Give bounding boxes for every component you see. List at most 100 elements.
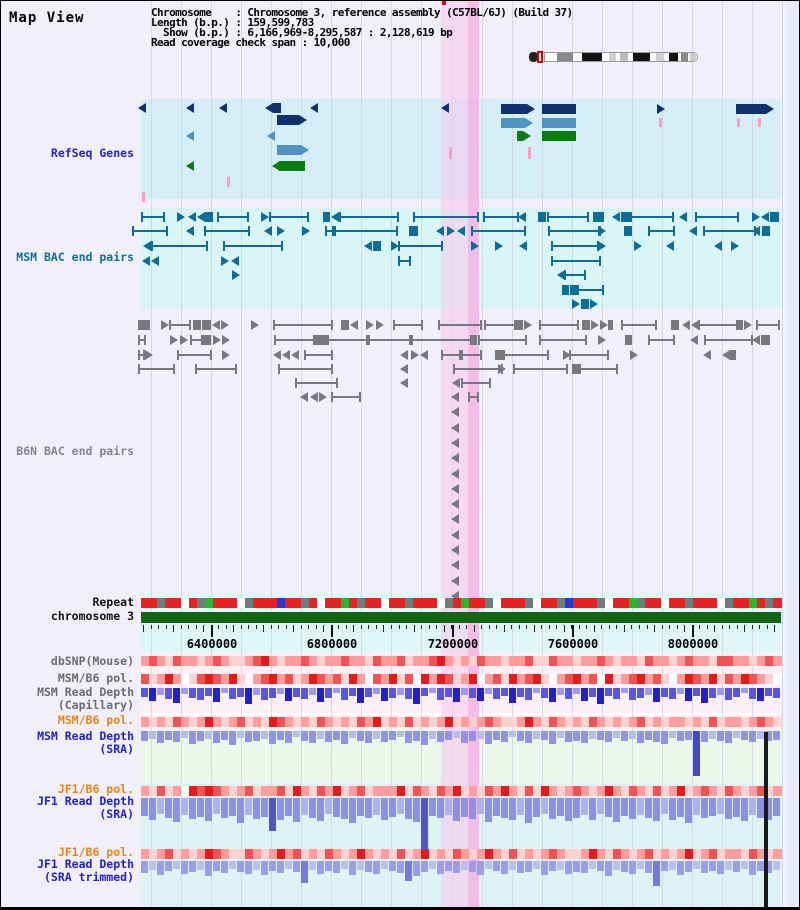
b6n-bac-feature[interactable]: [468, 396, 479, 398]
b6n-bac-feature[interactable]: [704, 339, 753, 341]
gene-feature[interactable]: [657, 104, 665, 114]
b6n-bac-feature[interactable]: [273, 324, 333, 326]
msm-bac-feature[interactable]: [142, 256, 150, 266]
b6n-bac-feature[interactable]: [451, 575, 459, 586]
msm-bac-feature[interactable]: [548, 230, 601, 232]
msm-bac-feature[interactable]: [495, 241, 503, 251]
msm-bac-feature[interactable]: [564, 274, 586, 276]
b6n-bac-feature[interactable]: [451, 483, 459, 494]
msm-bac-feature[interactable]: [151, 245, 208, 247]
b6n-bac-feature[interactable]: [461, 382, 491, 384]
msm-bac-feature[interactable]: [188, 212, 196, 222]
b6n-bac-feature[interactable]: [274, 339, 315, 341]
msm-bac-feature[interactable]: [695, 216, 739, 218]
b6n-bac-feature[interactable]: [251, 320, 259, 330]
b6n-bac-feature[interactable]: [190, 339, 203, 341]
msm-bac-feature[interactable]: [323, 212, 330, 222]
b6n-bac-feature[interactable]: [513, 368, 568, 370]
b6n-bac-feature[interactable]: [331, 396, 361, 398]
b6n-bac-feature[interactable]: [341, 320, 349, 330]
b6n-bac-feature[interactable]: [471, 335, 477, 345]
msm-bac-feature[interactable]: [483, 216, 519, 218]
msm-bac-feature[interactable]: [186, 226, 194, 236]
msm-bac-feature[interactable]: [570, 285, 577, 295]
b6n-bac-feature[interactable]: [722, 350, 730, 360]
b6n-bac-feature[interactable]: [600, 320, 608, 330]
b6n-bac-feature[interactable]: [582, 320, 590, 330]
gene-feature[interactable]: [441, 103, 449, 113]
b6n-bac-feature[interactable]: [170, 335, 178, 345]
gene-feature[interactable]: [310, 103, 318, 113]
b6n-bac-feature[interactable]: [203, 335, 211, 345]
msm-bac-feature[interactable]: [551, 260, 601, 262]
b6n-bac-feature[interactable]: [703, 350, 711, 360]
b6n-bac-feature[interactable]: [400, 350, 408, 360]
msm-bac-feature[interactable]: [447, 226, 455, 236]
gene-feature[interactable]: [277, 145, 301, 155]
msm-bac-feature[interactable]: [624, 226, 632, 236]
b6n-bac-feature[interactable]: [761, 335, 770, 345]
gene-feature[interactable]: [186, 103, 194, 113]
msm-bac-feature[interactable]: [590, 299, 598, 309]
gene-feature[interactable]: [542, 104, 576, 114]
b6n-bac-feature[interactable]: [736, 320, 743, 330]
b6n-bac-feature[interactable]: [478, 339, 527, 341]
msm-bac-feature[interactable]: [143, 241, 151, 251]
b6n-bac-feature[interactable]: [304, 354, 333, 356]
b6n-bac-feature[interactable]: [222, 335, 230, 345]
msm-bac-feature[interactable]: [197, 212, 205, 222]
msm-bac-feature[interactable]: [261, 212, 269, 222]
msm-bac-feature[interactable]: [177, 212, 185, 222]
b6n-bac-feature[interactable]: [366, 320, 374, 330]
msm-bac-feature[interactable]: [762, 226, 770, 236]
msm-bac-feature[interactable]: [581, 299, 589, 309]
b6n-bac-feature[interactable]: [138, 320, 150, 330]
gene-feature[interactable]: [501, 104, 527, 114]
msm-bac-feature[interactable]: [217, 216, 249, 218]
b6n-bac-feature[interactable]: [756, 324, 780, 326]
b6n-bac-feature[interactable]: [484, 324, 516, 326]
msm-bac-feature[interactable]: [457, 226, 465, 236]
gene-feature[interactable]: [277, 115, 299, 125]
msm-bac-feature[interactable]: [752, 212, 760, 222]
msm-bac-feature[interactable]: [519, 241, 527, 251]
msm-bac-feature[interactable]: [551, 245, 599, 247]
msm-bac-feature[interactable]: [714, 241, 722, 251]
gene-feature[interactable]: [517, 131, 523, 141]
msm-bac-feature[interactable]: [132, 230, 168, 232]
msm-bac-feature[interactable]: [572, 299, 580, 309]
msm-bac-feature[interactable]: [770, 212, 779, 222]
msm-bac-feature[interactable]: [413, 216, 479, 218]
msm-bac-feature[interactable]: [471, 230, 526, 232]
b6n-bac-feature[interactable]: [350, 320, 358, 330]
b6n-bac-feature[interactable]: [572, 364, 579, 374]
b6n-bac-feature[interactable]: [295, 382, 338, 384]
b6n-bac-feature[interactable]: [441, 354, 461, 356]
b6n-bac-feature[interactable]: [516, 320, 523, 330]
b6n-bac-feature[interactable]: [451, 453, 459, 464]
b6n-bac-feature[interactable]: [503, 354, 549, 356]
chromosome-position-bar[interactable]: [141, 612, 781, 623]
b6n-bac-feature[interactable]: [451, 468, 459, 479]
b6n-bac-feature[interactable]: [420, 350, 428, 360]
gene-feature[interactable]: [138, 103, 146, 113]
b6n-bac-feature[interactable]: [161, 320, 169, 330]
b6n-bac-feature[interactable]: [393, 324, 423, 326]
b6n-bac-feature[interactable]: [310, 392, 318, 402]
b6n-bac-feature[interactable]: [300, 392, 308, 402]
b6n-bac-feature[interactable]: [451, 529, 459, 540]
b6n-bac-feature[interactable]: [451, 590, 459, 601]
msm-bac-feature[interactable]: [557, 270, 565, 280]
msm-bac-feature[interactable]: [223, 245, 283, 247]
msm-bac-feature[interactable]: [325, 230, 334, 232]
gene-feature[interactable]: [186, 161, 194, 171]
msm-bac-feature[interactable]: [598, 241, 606, 251]
b6n-bac-feature[interactable]: [608, 320, 613, 330]
b6n-bac-feature[interactable]: [451, 499, 459, 510]
b6n-bac-feature[interactable]: [451, 422, 459, 433]
b6n-bac-feature[interactable]: [744, 320, 752, 330]
msm-bac-feature[interactable]: [593, 212, 604, 222]
b6n-bac-feature[interactable]: [563, 350, 571, 360]
msm-bac-feature[interactable]: [731, 241, 739, 251]
msm-bac-feature[interactable]: [577, 289, 604, 291]
